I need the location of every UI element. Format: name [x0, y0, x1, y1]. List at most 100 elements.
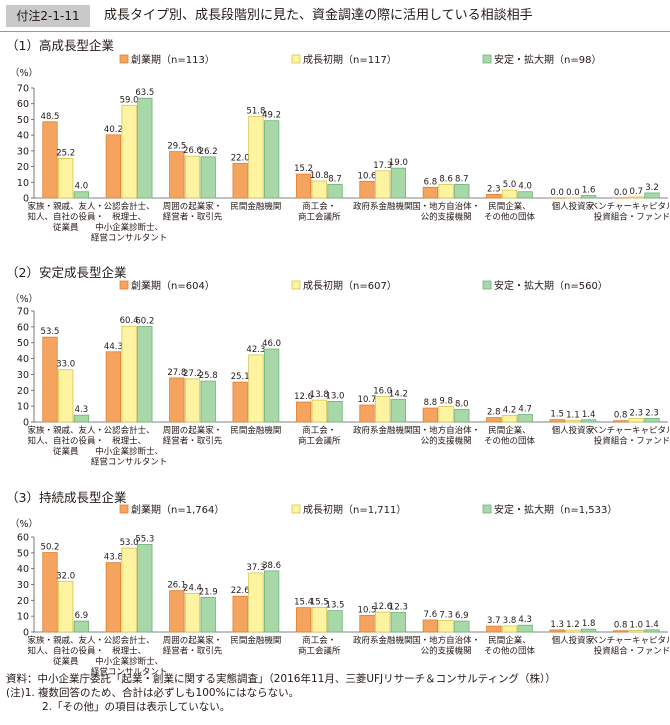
y-tick-label: 70 — [17, 84, 29, 95]
data-label: 26.1 — [167, 581, 186, 591]
bar — [628, 417, 644, 423]
data-label: 0.7 — [630, 187, 644, 197]
bar — [612, 630, 629, 633]
x-tick-label: 経営コンサルタント — [91, 457, 168, 468]
bar — [375, 170, 391, 199]
data-label: 8.8 — [424, 398, 438, 408]
x-tick-label: 国・地方自治体・ — [412, 425, 480, 436]
data-label: 46.0 — [262, 339, 281, 349]
data-label: 22.6 — [231, 586, 250, 596]
legend-label: 成長初期（n=117） — [303, 53, 397, 66]
y-tick-label: 50 — [17, 548, 29, 559]
data-label: 1.6 — [582, 185, 596, 195]
x-tick-label: 商工会議所 — [298, 212, 341, 223]
data-label: 2.3 — [630, 408, 644, 418]
bar — [137, 326, 153, 423]
y-tick-label: 10 — [17, 402, 29, 413]
bar — [454, 183, 470, 199]
x-tick-label: その他の団体 — [484, 646, 536, 657]
bar — [501, 625, 518, 633]
bar — [73, 191, 90, 199]
bar — [486, 625, 502, 633]
data-label: 55.3 — [135, 534, 154, 544]
x-tick-label: 経営コンサルタント — [91, 667, 168, 678]
x-tick-label: その他の団体 — [484, 436, 536, 447]
data-label: 10.5 — [358, 605, 377, 615]
x-tick-label: 中小企業診断士、 — [95, 656, 163, 667]
y-tick-label: 70 — [17, 307, 29, 318]
data-label: 60.2 — [135, 317, 154, 327]
legend-swatch — [482, 504, 492, 514]
data-label: 1.1 — [566, 410, 580, 420]
bar — [105, 351, 122, 423]
data-label: 42.3 — [246, 345, 265, 355]
legend-label: 創業期（n=113） — [131, 53, 215, 66]
y-tick-label: 60 — [17, 99, 29, 110]
data-label: 22.0 — [231, 153, 250, 163]
x-tick-label: 民間金融機関 — [230, 635, 281, 646]
data-label: 26.6 — [183, 146, 202, 156]
y-tick-label: 40 — [17, 564, 29, 575]
y-tick-label: 0 — [23, 418, 29, 429]
bar — [390, 612, 407, 633]
data-label: 27.8 — [167, 368, 186, 378]
legend-label: 安定・拡大期（n=1,533） — [494, 503, 617, 516]
data-label: 4.0 — [518, 182, 532, 192]
figure-label: 付注2-1-11 — [6, 5, 90, 27]
legend-swatch — [119, 54, 129, 64]
bar — [58, 157, 74, 199]
bar — [263, 570, 280, 633]
x-tick-label: 民間企業、 — [488, 425, 531, 436]
x-tick-label: 政府系金融機関 — [353, 201, 413, 212]
data-label: 2.3 — [487, 184, 501, 194]
x-tick-label: 周囲の起業家・ — [163, 635, 223, 646]
x-tick-label: ベンチャーキャピタル、 — [590, 426, 670, 436]
data-label: 40.2 — [104, 125, 123, 135]
x-tick-label: 経営コンサルタント — [91, 233, 168, 244]
bar — [311, 399, 327, 423]
x-tick-label: 周囲の起業家・ — [163, 425, 223, 436]
bar — [184, 592, 201, 633]
legend-label: 成長初期（n=607） — [303, 279, 397, 292]
x-tick-label: 従業員 — [53, 222, 79, 233]
data-label: 1.3 — [550, 620, 564, 630]
data-label: 5.0 — [503, 180, 517, 190]
data-label: 51.8 — [246, 107, 265, 117]
x-tick-label: 税理士、 — [112, 436, 146, 447]
bar — [454, 408, 470, 423]
chart-panel-1: （1）高成長型企業 （%） 創業期（n=113） 成長初期（n=117） 安定・拡大期（… — [6, 38, 670, 244]
legend-swatch — [119, 504, 129, 514]
data-label: 8.6 — [439, 174, 453, 184]
bar — [501, 414, 518, 423]
x-tick-label: 中小企業診断士、 — [95, 222, 163, 233]
x-tick-label: 民間企業、 — [488, 201, 531, 212]
bar — [422, 407, 439, 423]
y-tick-label: 50 — [17, 115, 29, 126]
x-tick-label: 経営者・取引先 — [163, 646, 223, 657]
bar — [327, 183, 343, 199]
data-label: 4.2 — [503, 405, 517, 415]
x-tick-label: 周囲の起業家・ — [163, 201, 223, 212]
x-tick-label: 知人、自社の役員・ — [27, 646, 104, 657]
bar — [438, 620, 454, 633]
data-label: 15.2 — [294, 164, 313, 174]
data-label: 1.5 — [550, 410, 564, 420]
bar — [232, 381, 248, 423]
bar — [565, 629, 581, 633]
x-tick-label: 商工会・ — [302, 201, 336, 212]
bar — [644, 629, 660, 633]
bar — [42, 336, 58, 423]
bar — [184, 155, 201, 199]
bar — [184, 378, 201, 423]
data-label: 29.5 — [167, 142, 186, 152]
chart-title: （2）安定成長型企業 — [6, 265, 127, 280]
note-1: (注)1. 複数回答のため、合計は必ずしも100%にはならない。 — [6, 687, 300, 699]
bar — [327, 610, 343, 633]
legend-label: 創業期（n=1,764） — [131, 503, 224, 516]
bar — [169, 151, 185, 199]
chart-title: （3）持続成長型企業 — [6, 490, 127, 505]
data-label: 16.0 — [373, 387, 392, 397]
data-label: 12.3 — [389, 603, 408, 613]
data-label: 8.7 — [328, 174, 342, 184]
y-tick-label: 20 — [17, 162, 29, 173]
